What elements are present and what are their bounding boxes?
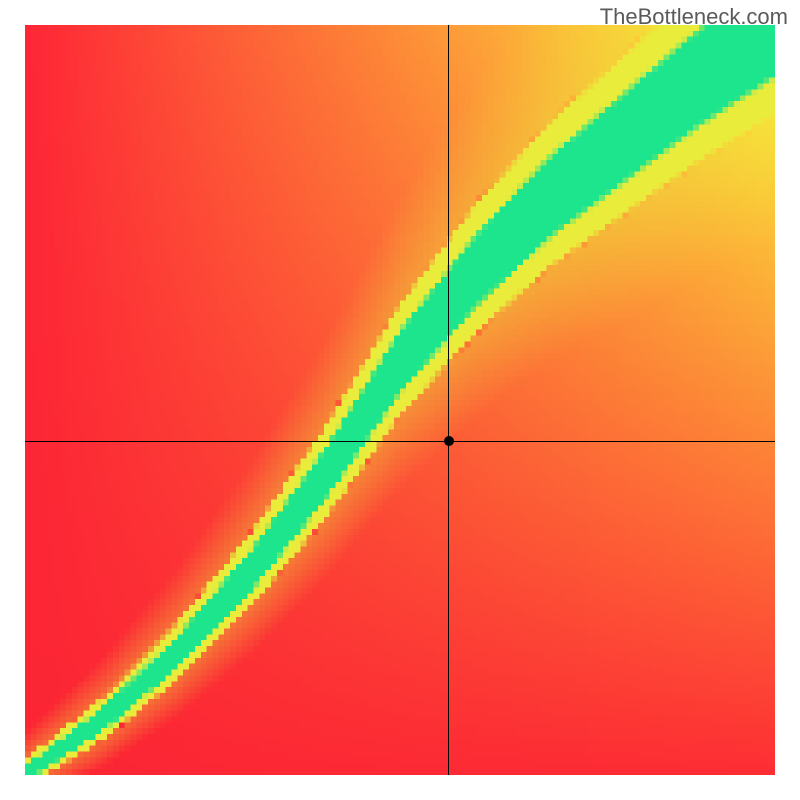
crosshair-horizontal <box>25 441 775 442</box>
crosshair-vertical <box>448 25 449 775</box>
heatmap-canvas <box>25 25 775 775</box>
crosshair-marker <box>444 436 454 446</box>
watermark-text: TheBottleneck.com <box>600 4 788 30</box>
